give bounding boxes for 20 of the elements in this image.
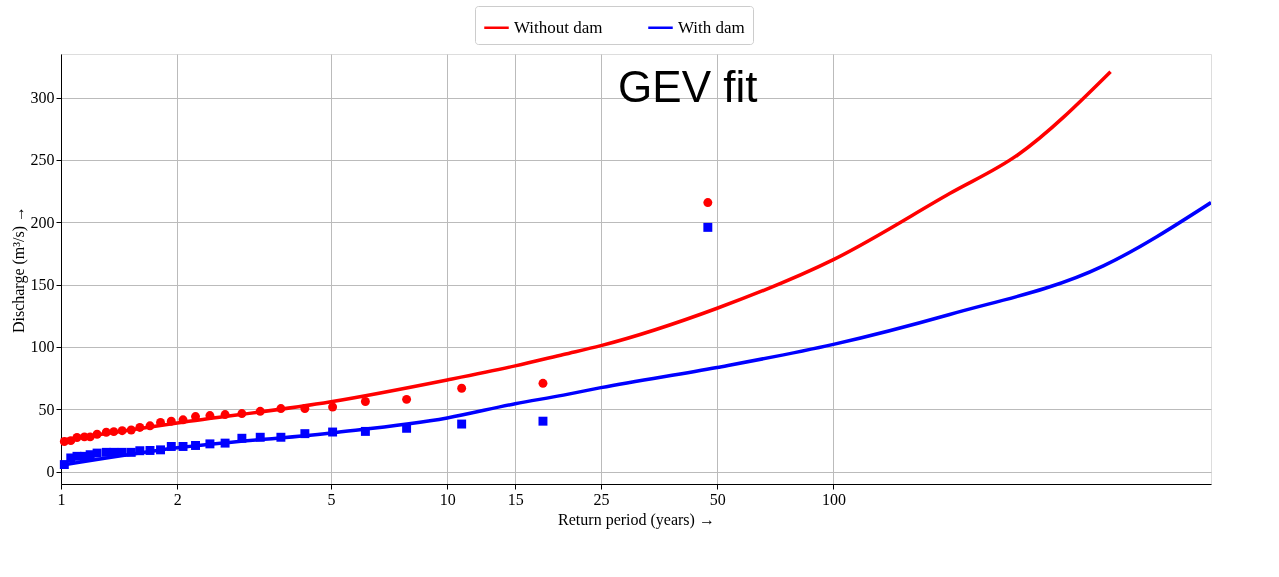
- y-tick-label: 0: [46, 463, 55, 481]
- y-tick-label: 250: [30, 151, 55, 169]
- x-axis-title: Return period (years) →: [558, 510, 715, 529]
- x-tick-label: 100: [821, 490, 846, 508]
- y-tick-label: 150: [30, 276, 55, 294]
- y-axis-title: Discharge (m³/s) →: [9, 205, 28, 334]
- x-tick-label: 50: [709, 490, 726, 508]
- x-tick-label: 5: [327, 490, 336, 508]
- legend-label: With dam: [678, 17, 745, 37]
- x-tick-label: 15: [507, 490, 524, 508]
- x-tick-label: 10: [439, 490, 456, 508]
- x-tick-label: 2: [173, 490, 182, 508]
- x-tick-label: 25: [593, 490, 610, 508]
- x-tick-label: 1: [57, 490, 66, 508]
- y-tick-label: 100: [30, 338, 55, 356]
- y-tick-label: 300: [30, 89, 55, 107]
- y-tick-label: 50: [38, 400, 55, 418]
- annotation: GEV fit: [618, 62, 758, 111]
- y-tick-label: 200: [30, 213, 55, 231]
- legend-label: Without dam: [514, 17, 603, 37]
